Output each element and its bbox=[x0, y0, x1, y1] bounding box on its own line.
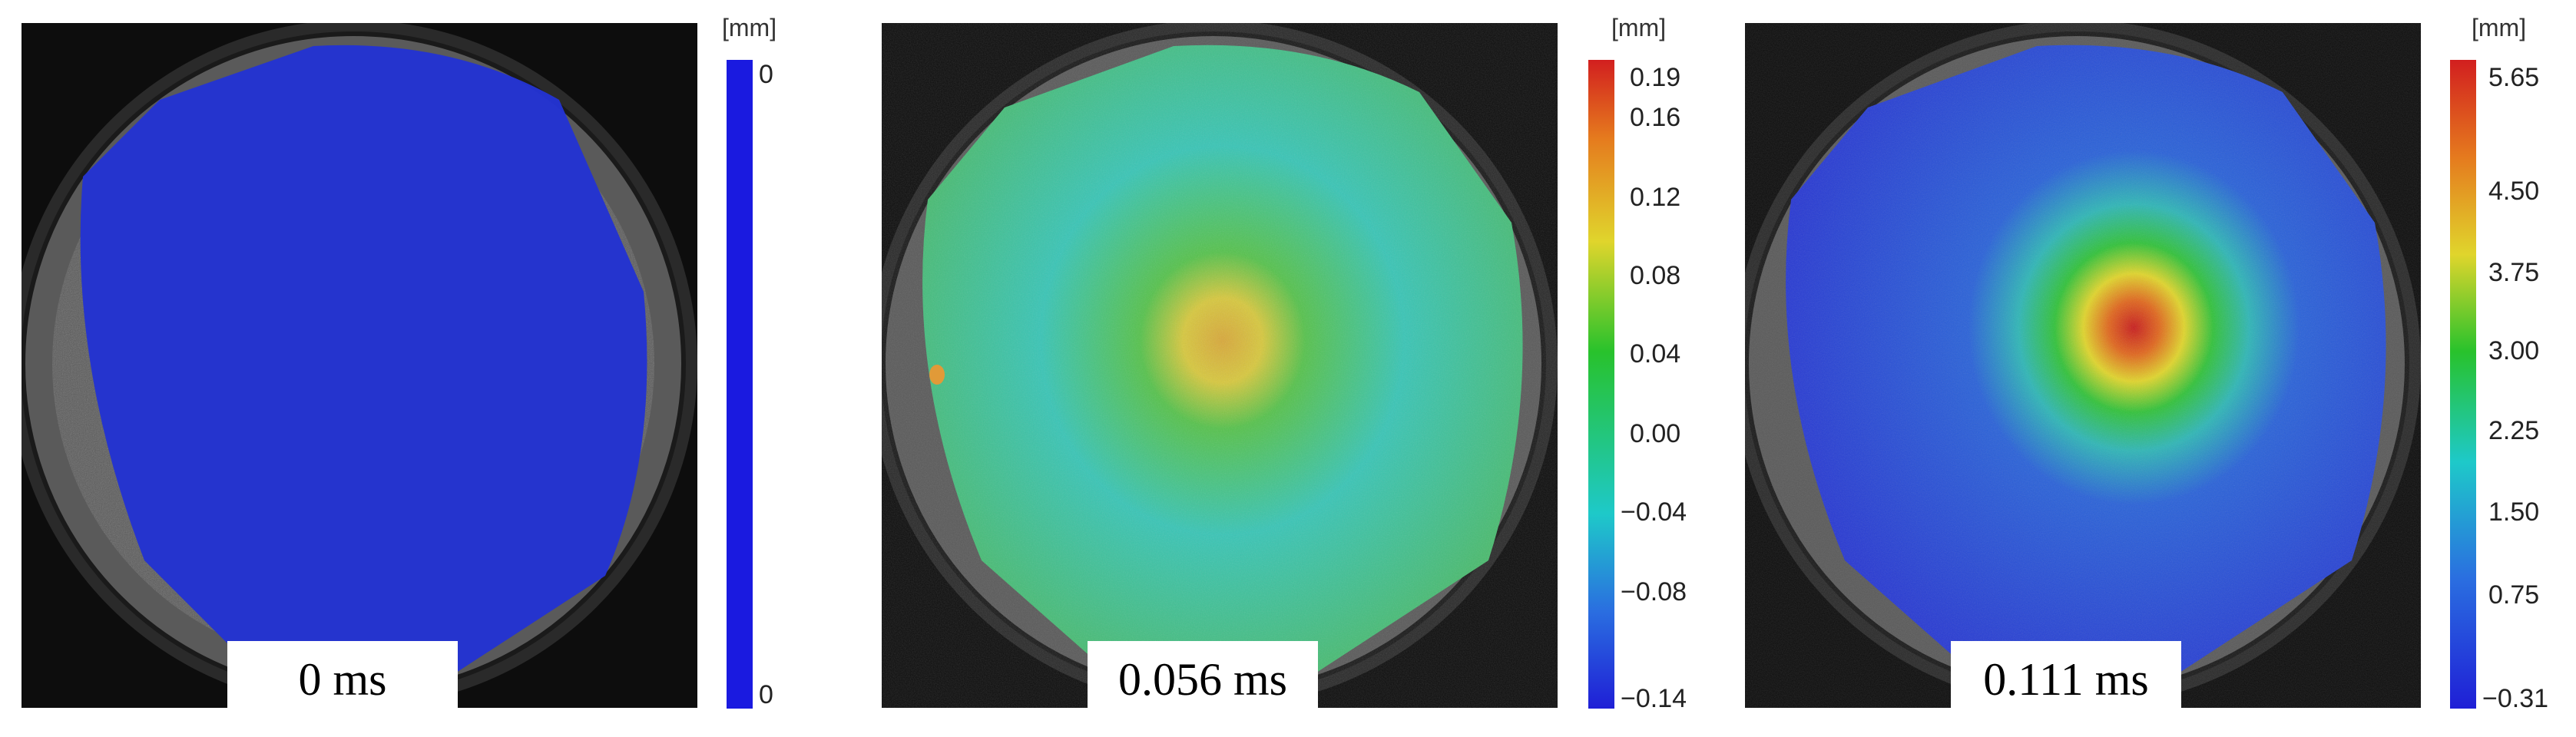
colorbar-tick: 1.50 bbox=[2488, 497, 2540, 527]
colorbar-tick: 4.50 bbox=[2488, 177, 2540, 206]
colorbar-tick: 0.08 bbox=[1630, 261, 1681, 290]
specimen-image bbox=[882, 23, 1558, 708]
colorbar-tick: 0 bbox=[759, 60, 773, 89]
colorbar-tick: 0.04 bbox=[1630, 339, 1681, 368]
time-label: 0 ms bbox=[227, 641, 458, 708]
colorbar-tick: 0.00 bbox=[1630, 419, 1681, 448]
colorbar-tick: −0.08 bbox=[1621, 577, 1687, 606]
colorbar-tick: 0.75 bbox=[2488, 580, 2540, 610]
displacement-map-0056ms: 0.056 ms bbox=[882, 23, 1558, 708]
colorbar-tick: 2.25 bbox=[2488, 416, 2540, 445]
colorbar-tick: 3.75 bbox=[2488, 258, 2540, 287]
colorbar-0111ms bbox=[2450, 60, 2476, 709]
time-label: 0.111 ms bbox=[1951, 641, 2181, 708]
colorbar-tick: 0.16 bbox=[1630, 103, 1681, 132]
specimen-image bbox=[22, 23, 697, 708]
time-label: 0.056 ms bbox=[1088, 641, 1318, 708]
displacement-map-0111ms: 0.111 ms bbox=[1745, 23, 2421, 708]
displacement-map-0ms: 0 ms bbox=[22, 23, 697, 708]
colorbar-unit: [mm] bbox=[2472, 14, 2527, 41]
colorbar-tick: 0.19 bbox=[1630, 63, 1681, 92]
colorbar-tick: 0.12 bbox=[1630, 183, 1681, 212]
colorbar-unit: [mm] bbox=[722, 14, 777, 41]
specimen-image bbox=[1745, 23, 2421, 708]
colorbar-tick: 0 bbox=[759, 680, 773, 709]
colorbar-tick: 5.65 bbox=[2488, 63, 2540, 92]
colorbar-0ms bbox=[727, 60, 753, 709]
colorbar-0056ms bbox=[1588, 60, 1614, 709]
colorbar-tick: −0.31 bbox=[2482, 684, 2549, 713]
colorbar-unit: [mm] bbox=[1611, 14, 1667, 41]
colorbar-tick: 3.00 bbox=[2488, 336, 2540, 365]
colorbar-tick: −0.14 bbox=[1621, 684, 1687, 713]
colorbar-tick: −0.04 bbox=[1621, 497, 1687, 527]
